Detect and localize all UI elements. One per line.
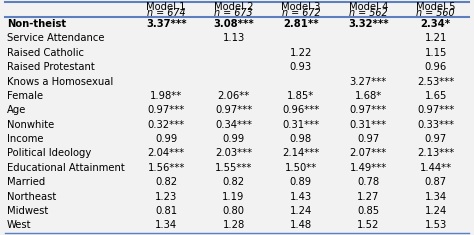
Text: 2.81**: 2.81** (283, 19, 319, 29)
Text: 0.96***: 0.96*** (282, 105, 319, 115)
Text: 2.06**: 2.06** (218, 91, 250, 101)
Text: n = 674: n = 674 (147, 8, 185, 18)
Text: 0.80: 0.80 (222, 206, 245, 216)
Text: 1.85*: 1.85* (287, 91, 314, 101)
Text: 0.32***: 0.32*** (147, 120, 185, 130)
Text: Non-theist: Non-theist (7, 19, 66, 29)
Text: 0.96: 0.96 (424, 62, 447, 72)
Text: 1.23: 1.23 (155, 192, 177, 202)
Text: 0.97***: 0.97*** (215, 105, 252, 115)
Text: 1.68*: 1.68* (355, 91, 382, 101)
Text: 2.53***: 2.53*** (417, 77, 454, 86)
Text: 0.33***: 0.33*** (417, 120, 454, 130)
Text: 2.14***: 2.14*** (282, 149, 319, 158)
Text: 0.82: 0.82 (222, 177, 245, 187)
Text: 1.34: 1.34 (425, 192, 447, 202)
Text: n = 562: n = 562 (349, 8, 388, 18)
Text: 0.31***: 0.31*** (283, 120, 319, 130)
Text: 1.28: 1.28 (222, 220, 245, 231)
Text: 1.52: 1.52 (357, 220, 379, 231)
Text: Model 5: Model 5 (416, 2, 456, 12)
Text: 1.13: 1.13 (222, 33, 245, 43)
Text: Midwest: Midwest (7, 206, 48, 216)
Text: 0.99: 0.99 (155, 134, 177, 144)
Text: 1.19: 1.19 (222, 192, 245, 202)
Text: 1.53: 1.53 (424, 220, 447, 231)
Text: n = 672: n = 672 (282, 8, 320, 18)
Text: Raised Protestant: Raised Protestant (7, 62, 95, 72)
Text: Age: Age (7, 105, 27, 115)
Text: n = 673: n = 673 (214, 8, 253, 18)
Text: 1.44**: 1.44** (419, 163, 452, 173)
Text: Knows a Homosexual: Knows a Homosexual (7, 77, 113, 86)
Text: 1.48: 1.48 (290, 220, 312, 231)
Text: 0.81: 0.81 (155, 206, 177, 216)
Text: 1.27: 1.27 (357, 192, 379, 202)
Text: 1.49***: 1.49*** (350, 163, 387, 173)
Text: 1.34: 1.34 (155, 220, 177, 231)
Text: Nonwhite: Nonwhite (7, 120, 55, 130)
Text: 0.34***: 0.34*** (215, 120, 252, 130)
Text: 0.78: 0.78 (357, 177, 379, 187)
Text: Service Attendance: Service Attendance (7, 33, 105, 43)
Text: 0.99: 0.99 (222, 134, 245, 144)
Text: 1.43: 1.43 (290, 192, 312, 202)
Text: 1.21: 1.21 (424, 33, 447, 43)
Text: 1.24: 1.24 (290, 206, 312, 216)
Text: 0.93: 0.93 (290, 62, 312, 72)
Text: Educational Attainment: Educational Attainment (7, 163, 125, 173)
Text: 0.82: 0.82 (155, 177, 177, 187)
Text: 0.97***: 0.97*** (417, 105, 454, 115)
Text: Political Ideology: Political Ideology (7, 149, 91, 158)
Text: Model 4: Model 4 (348, 2, 388, 12)
Text: 0.98: 0.98 (290, 134, 312, 144)
Text: 3.32***: 3.32*** (348, 19, 389, 29)
Text: 3.37***: 3.37*** (146, 19, 186, 29)
Text: Northeast: Northeast (7, 192, 56, 202)
Text: Model 3: Model 3 (281, 2, 320, 12)
Text: 1.98**: 1.98** (150, 91, 182, 101)
Text: 1.22: 1.22 (290, 48, 312, 58)
Text: Married: Married (7, 177, 46, 187)
Text: 0.31***: 0.31*** (350, 120, 387, 130)
Text: 2.07***: 2.07*** (350, 149, 387, 158)
Text: 0.97: 0.97 (357, 134, 379, 144)
Text: 0.97: 0.97 (424, 134, 447, 144)
Text: 0.89: 0.89 (290, 177, 312, 187)
Text: Income: Income (7, 134, 44, 144)
Text: 0.97***: 0.97*** (147, 105, 185, 115)
Text: 3.27***: 3.27*** (350, 77, 387, 86)
Text: 1.50**: 1.50** (285, 163, 317, 173)
Text: 1.15: 1.15 (424, 48, 447, 58)
Text: 2.34*: 2.34* (420, 19, 451, 29)
Text: 1.24: 1.24 (424, 206, 447, 216)
Text: Female: Female (7, 91, 43, 101)
Text: 0.85: 0.85 (357, 206, 379, 216)
Text: Model 2: Model 2 (214, 2, 253, 12)
Text: West: West (7, 220, 32, 231)
Text: 1.65: 1.65 (424, 91, 447, 101)
Text: 0.87: 0.87 (425, 177, 447, 187)
Text: 2.03***: 2.03*** (215, 149, 252, 158)
Text: Raised Catholic: Raised Catholic (7, 48, 84, 58)
Text: 3.08***: 3.08*** (213, 19, 254, 29)
Text: 0.97***: 0.97*** (350, 105, 387, 115)
Text: 2.04***: 2.04*** (147, 149, 185, 158)
Text: n = 560: n = 560 (416, 8, 455, 18)
Text: 1.56***: 1.56*** (147, 163, 185, 173)
Text: 2.13***: 2.13*** (417, 149, 454, 158)
Text: 1.55***: 1.55*** (215, 163, 252, 173)
Text: Model 1: Model 1 (146, 2, 186, 12)
